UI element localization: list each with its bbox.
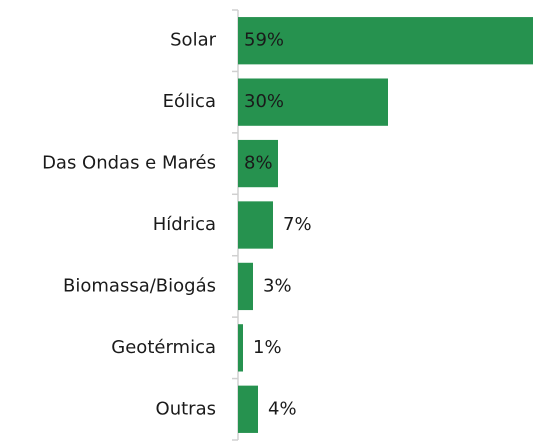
data-label: 30% — [244, 91, 284, 112]
bar — [238, 78, 388, 126]
y-tick-label: Solar — [170, 30, 216, 51]
bar — [238, 17, 533, 65]
bar — [238, 139, 278, 188]
data-label: 59% — [244, 30, 284, 51]
data-label: 1% — [253, 337, 282, 358]
y-tick-label: Outras — [156, 398, 216, 419]
bar — [238, 324, 243, 372]
y-tick-label: Biomassa/Biogás — [63, 275, 216, 296]
bar — [238, 385, 258, 433]
data-label: 4% — [268, 398, 297, 419]
data-label: 7% — [283, 214, 312, 235]
data-label: 3% — [263, 275, 292, 296]
data-label: 8% — [244, 153, 273, 174]
y-tick-label: Hídrica — [153, 214, 216, 235]
y-tick-label: Das Ondas e Marés — [42, 153, 216, 174]
bar — [238, 262, 253, 311]
bar — [238, 201, 273, 249]
y-tick-label: Eólica — [163, 91, 216, 112]
y-tick-label: Geotérmica — [111, 337, 216, 358]
